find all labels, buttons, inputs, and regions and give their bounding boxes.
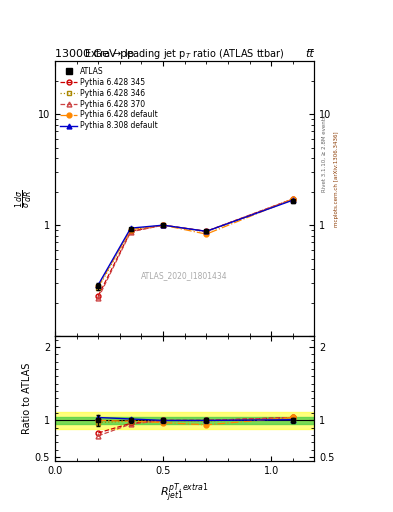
Text: Rivet 3.1.10, ≥ 2.8M events: Rivet 3.1.10, ≥ 2.8M events [322,115,327,192]
Y-axis label: Ratio to ATLAS: Ratio to ATLAS [22,362,32,434]
Text: ATLAS_2020_I1801434: ATLAS_2020_I1801434 [141,271,228,280]
Bar [55,412,314,429]
Text: 13000 GeV pp: 13000 GeV pp [55,49,134,59]
Legend: ATLAS, Pythia 6.428 345, Pythia 6.428 346, Pythia 6.428 370, Pythia 6.428 defaul: ATLAS, Pythia 6.428 345, Pythia 6.428 34… [59,65,160,132]
Title: Extra → leading jet p$_T$ ratio (ATLAS ttbar): Extra → leading jet p$_T$ ratio (ATLAS t… [84,48,285,61]
Bar [55,417,314,424]
Y-axis label: $\frac{1}{\sigma}\frac{d\sigma}{dR}$: $\frac{1}{\sigma}\frac{d\sigma}{dR}$ [14,189,35,208]
Text: mcplots.cern.ch [arXiv:1306.3436]: mcplots.cern.ch [arXiv:1306.3436] [334,132,338,227]
X-axis label: $R_{jet1}^{pT,extra1}$: $R_{jet1}^{pT,extra1}$ [160,481,209,505]
Text: tt̅: tt̅ [306,49,314,59]
